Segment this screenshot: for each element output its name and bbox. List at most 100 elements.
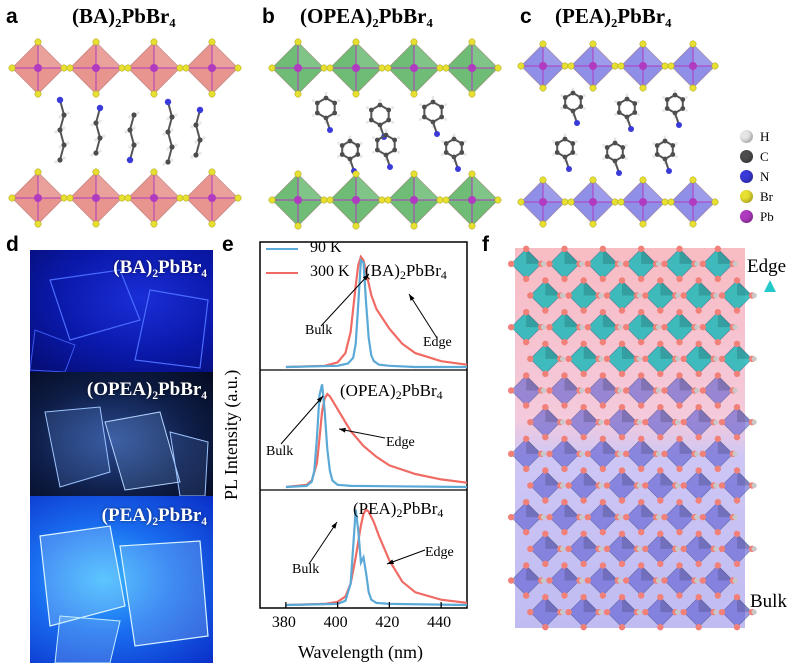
element-label: N — [760, 169, 770, 184]
br-atom — [436, 64, 444, 72]
element-legend: H C N Br Pb — [738, 128, 798, 228]
br-atom — [599, 245, 607, 253]
br-atom — [661, 513, 668, 521]
element-legend-item: N — [738, 168, 798, 186]
br-atom — [542, 307, 549, 314]
h-atom — [365, 120, 369, 124]
cation-atom — [655, 387, 661, 394]
cation-atom — [655, 324, 661, 330]
br-atom — [695, 593, 702, 601]
br-atom — [66, 64, 74, 72]
plot-frame — [259, 241, 468, 609]
c-atom — [654, 143, 660, 148]
c-atom — [459, 150, 465, 155]
annotation-opea-edge: Edge — [386, 435, 415, 450]
c-atom — [165, 129, 171, 135]
br-atom — [680, 292, 687, 299]
panel-label-f: f — [482, 233, 489, 256]
c-atom — [314, 110, 320, 116]
pb-atom — [639, 62, 647, 70]
br-atom — [561, 372, 568, 379]
annotation-arrow — [280, 395, 324, 445]
cation-atom — [751, 546, 757, 552]
br-atom — [733, 530, 741, 538]
element-legend-item: Pb — [738, 208, 798, 226]
cation-atom — [636, 546, 642, 552]
br-atom — [599, 592, 607, 599]
element-legend-item: H — [738, 128, 798, 146]
h-atom — [66, 141, 70, 145]
br-atom — [718, 545, 726, 553]
br-atom — [208, 220, 216, 228]
br-atom — [326, 64, 334, 72]
br-atom — [714, 338, 722, 346]
br-atom — [507, 450, 515, 458]
br-atom — [527, 292, 534, 299]
n-atom — [56, 96, 64, 104]
n-atom — [164, 98, 172, 106]
br-atom — [542, 593, 549, 601]
bulk-octahedron — [680, 467, 719, 504]
h-atom — [624, 143, 628, 147]
cation-atom — [674, 546, 681, 552]
ba-octahedra-bottom — [8, 168, 242, 228]
cation-atom — [674, 292, 681, 299]
br-atom — [580, 560, 587, 568]
br-atom — [642, 545, 649, 553]
bulk-octahedron — [584, 498, 623, 536]
br-atom — [542, 530, 549, 538]
br-atom — [618, 560, 626, 568]
br-atom — [695, 530, 702, 538]
h-atom — [378, 99, 382, 102]
cation-atom — [694, 387, 700, 394]
ba-octahedron — [124, 38, 184, 98]
photo-pea: (PEA)₂PbBr₄ — [30, 496, 213, 663]
bulk-label: Bulk — [750, 591, 787, 612]
edge-octahedron — [718, 277, 757, 314]
br-atom — [657, 370, 664, 378]
bulk-octahedron — [642, 593, 681, 631]
bulk-octahedron — [718, 403, 757, 441]
br-atom — [507, 323, 515, 331]
br-atom — [150, 220, 158, 228]
c-atom — [392, 137, 398, 143]
br-atom — [657, 307, 664, 314]
c-atom — [443, 141, 449, 146]
br-atom — [522, 592, 530, 599]
cation-atom — [540, 324, 546, 330]
br-atom — [584, 577, 592, 584]
cation-atom — [694, 324, 700, 330]
edge-octahedron — [699, 308, 738, 346]
br-atom — [565, 418, 572, 426]
pb-atom — [639, 198, 647, 206]
pea-structure-illustration — [517, 40, 719, 228]
br-atom — [494, 64, 502, 72]
br-atom — [733, 340, 741, 348]
cation-atom — [713, 292, 719, 299]
cation-atom — [598, 546, 604, 552]
c-atom — [374, 147, 380, 153]
opea-octahedra-bottom — [268, 170, 502, 230]
br-atom — [589, 84, 597, 92]
br-atom — [584, 387, 592, 394]
br-atom — [561, 275, 568, 283]
br-atom — [517, 62, 525, 70]
bulk-octahedron — [718, 530, 757, 568]
pea-octahedron — [667, 176, 719, 228]
br-atom — [699, 577, 707, 584]
ba-organic-layer — [54, 96, 206, 166]
n-atom — [196, 106, 204, 114]
br-atom — [352, 170, 360, 178]
br-atom — [182, 64, 190, 72]
element-label: Pb — [760, 209, 774, 224]
br-atom — [657, 467, 664, 474]
element-dot — [740, 130, 753, 143]
h-atom — [359, 155, 363, 159]
br-atom — [714, 528, 722, 536]
br-atom — [589, 176, 597, 184]
br-atom — [657, 277, 664, 284]
c-atom — [421, 114, 427, 120]
br-atom — [542, 403, 549, 411]
x-tick-label: 380 — [271, 614, 296, 631]
c-atom — [570, 90, 576, 96]
